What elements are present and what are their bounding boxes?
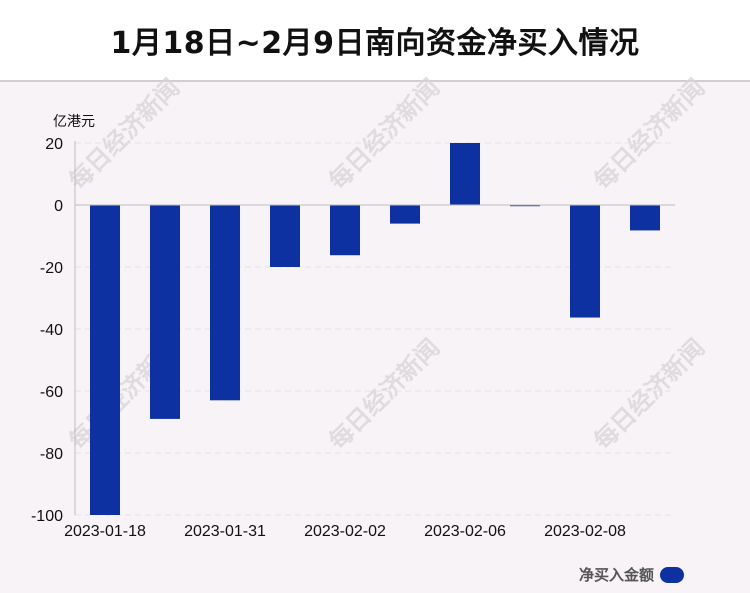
x-tick-label: 2023-02-08 xyxy=(544,523,626,540)
bar xyxy=(450,143,480,205)
legend: 净买入金额 xyxy=(579,564,684,585)
bar-series xyxy=(90,143,660,515)
bar xyxy=(510,205,540,207)
chart-title: 1月18日~2月9日南向资金净买入情况 xyxy=(110,26,640,61)
axes xyxy=(74,141,675,515)
legend-label: 净买入金额 xyxy=(578,566,654,584)
bar xyxy=(90,205,120,515)
y-tick-label: -100 xyxy=(31,508,63,525)
watermark-text: 每日经济新闻 xyxy=(323,333,445,455)
y-axis-unit: 亿港元 xyxy=(53,114,95,130)
bar xyxy=(330,205,360,256)
bar xyxy=(270,205,300,267)
y-tick-label: -40 xyxy=(40,322,63,339)
bar xyxy=(150,205,180,419)
watermark-text: 每日经济新闻 xyxy=(588,333,710,455)
bar xyxy=(210,205,240,401)
y-tick-label: 20 xyxy=(45,136,63,153)
x-tick-label: 2023-02-06 xyxy=(424,523,506,540)
y-tick-label: -60 xyxy=(40,384,63,401)
title-bar: 1月18日~2月9日南向资金净买入情况 xyxy=(0,0,750,82)
x-tick-label: 2023-02-02 xyxy=(304,523,386,540)
bar xyxy=(570,205,600,318)
y-tick-label: 0 xyxy=(54,198,63,215)
legend-swatch xyxy=(660,566,684,583)
x-tick-label: 2023-01-31 xyxy=(184,523,266,540)
y-tick-label: -20 xyxy=(40,260,63,277)
y-tick-label: -80 xyxy=(40,446,63,463)
x-tick-label: 2023-01-18 xyxy=(64,523,146,540)
bar xyxy=(390,205,420,224)
watermark-text: 每日经济新闻 xyxy=(588,73,710,195)
watermark-text: 每日经济新闻 xyxy=(63,73,185,195)
bar xyxy=(630,205,660,231)
watermark-text: 每日经济新闻 xyxy=(323,73,445,195)
